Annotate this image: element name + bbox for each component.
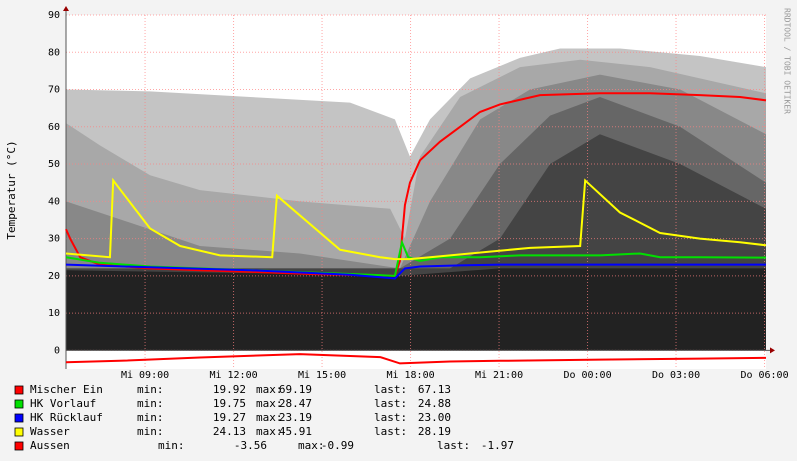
- legend-label: Mischer Ein: [30, 383, 103, 396]
- stat-label: last:: [374, 397, 407, 410]
- stat-label: min:: [158, 439, 185, 452]
- stat-value: -0.99: [321, 439, 354, 452]
- x-tick-label: Mi 18:00: [386, 370, 434, 381]
- plot: [66, 48, 766, 351]
- x-tick-label: Do 06:00: [740, 370, 788, 381]
- x-tick-label: Mi 09:00: [121, 370, 169, 381]
- axis-arrow: [770, 347, 775, 354]
- stat-value: 19.92: [213, 383, 246, 396]
- stat-value: 28.47: [279, 397, 312, 410]
- stat-label: max:: [256, 383, 283, 396]
- legend-swatch: [14, 399, 24, 409]
- stat-value: -3.56: [234, 439, 267, 452]
- x-tick-label: Mi 21:00: [475, 370, 523, 381]
- legend-label: HK Rücklauf: [30, 411, 103, 424]
- stat-value: 24.13: [213, 425, 246, 438]
- stat-label: last:: [374, 411, 407, 424]
- stat-label: min:: [137, 425, 164, 438]
- stat-value: 19.27: [213, 411, 246, 424]
- series-line: [65, 263, 766, 280]
- stat-label: last:: [437, 439, 470, 452]
- series-line: [65, 353, 767, 365]
- y-tick-label: 70: [48, 85, 60, 96]
- stat-label: max:: [256, 411, 283, 424]
- y-tick-label: 90: [48, 10, 60, 21]
- x-tick-label: Mi 12:00: [209, 370, 257, 381]
- stat-value: 23.00: [418, 411, 451, 424]
- y-tick-label: 0: [54, 345, 60, 356]
- x-tick-label: Do 03:00: [652, 370, 700, 381]
- series-line: [65, 177, 767, 261]
- stat-label: min:: [137, 383, 164, 396]
- stat-value: 28.19: [418, 425, 451, 438]
- y-tick-label: 20: [48, 271, 60, 282]
- area: [66, 268, 766, 351]
- stat-label: last:: [374, 425, 407, 438]
- stat-label: min:: [137, 397, 164, 410]
- stat-value: 23.19: [279, 411, 312, 424]
- stat-label: last:: [374, 383, 407, 396]
- x-tick-label: Do 00:00: [563, 370, 611, 381]
- legend-swatch: [14, 441, 24, 451]
- stat-label: max:: [256, 397, 283, 410]
- watermark: RRDTOOL / TOBI OETIKER: [783, 8, 792, 114]
- stat-label: min:: [137, 411, 164, 424]
- legend-swatch: [14, 385, 24, 395]
- y-tick-label: 80: [48, 47, 60, 58]
- stat-label: max:: [256, 425, 283, 438]
- legend-label: HK Vorlauf: [30, 397, 96, 410]
- stat-value: -1.97: [481, 439, 514, 452]
- stat-label: max:: [298, 439, 325, 452]
- stat-value: 67.13: [418, 383, 451, 396]
- legend-label: Aussen: [30, 439, 70, 452]
- stat-value: 19.75: [213, 397, 246, 410]
- legend-label: Wasser: [30, 425, 70, 438]
- stat-value: 24.88: [418, 397, 451, 410]
- y-tick-label: 60: [48, 122, 60, 133]
- y-tick-label: 30: [48, 234, 60, 245]
- legend-swatch: [14, 413, 24, 423]
- stat-value: 45.91: [279, 425, 312, 438]
- y-tick-label: 40: [48, 196, 60, 207]
- y-tick-label: 50: [48, 159, 60, 170]
- legend-swatch: [14, 427, 24, 437]
- y-tick-label: 10: [48, 308, 60, 319]
- axis-arrow: [63, 6, 69, 11]
- y-axis-label: Temperatur (°C): [5, 140, 18, 239]
- stat-value: 69.19: [279, 383, 312, 396]
- x-tick-label: Mi 15:00: [298, 370, 346, 381]
